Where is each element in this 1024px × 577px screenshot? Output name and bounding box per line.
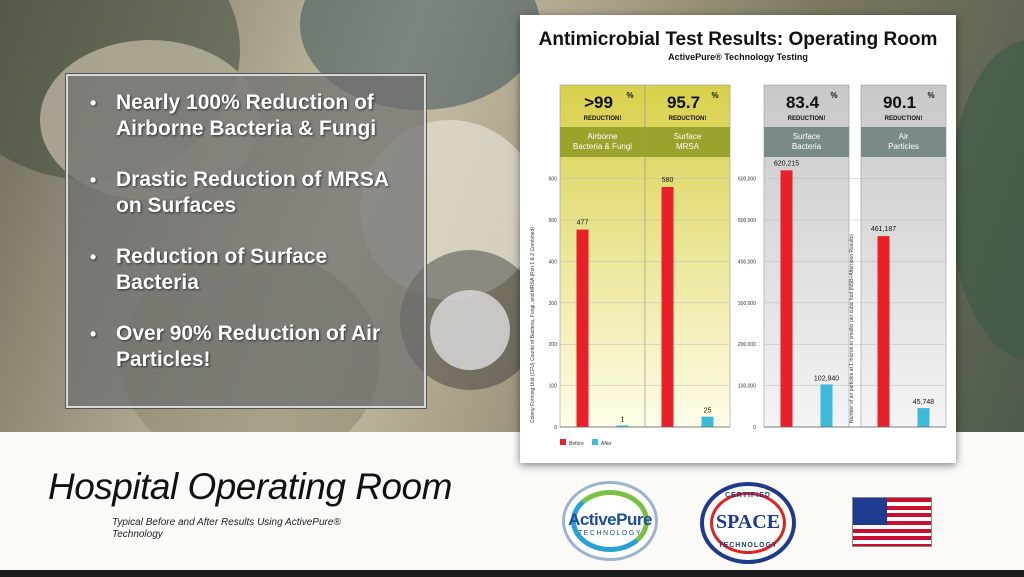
y-tick-label-left: 100 (549, 384, 558, 390)
y-tick-label-mid: 300,000 (738, 301, 756, 307)
bar-before (576, 229, 589, 427)
page-subtitle: Typical Before and After Results Using A… (112, 517, 341, 540)
bar-before (877, 236, 890, 427)
legend-label-before: Before (569, 441, 584, 447)
space-logo-tech: TECHNOLOGY (718, 542, 778, 549)
legend-swatch-before (560, 439, 566, 445)
bullet-item: • Nearly 100% Reduction of Airborne Bacte… (90, 91, 377, 140)
reduction-label: REDUCTION! (584, 116, 622, 122)
category-label: Airborne (587, 132, 618, 141)
y-tick-label-mid: 500,000 (738, 218, 756, 224)
category-label: Air (899, 132, 909, 141)
y-axis-label-right: Number of air particles at 1 micron or s… (849, 234, 855, 423)
reduction-percent: % (831, 91, 838, 100)
y-tick-label-left: 500 (549, 218, 558, 224)
y-tick-label-left: 300 (549, 301, 558, 307)
data-label-before: 620,215 (774, 160, 799, 167)
y-tick-label-mid: 400,000 (738, 259, 756, 265)
space-certified-logo: CERTIFIED SPACE TECHNOLOGY (700, 482, 796, 564)
bar-after (917, 408, 930, 427)
reduction-value: >99 (584, 93, 613, 112)
reduction-percent: % (627, 91, 634, 100)
bullet-item: • Reduction of Surface Bacteria (90, 245, 328, 294)
reduction-value: 95.7 (667, 93, 700, 112)
category-label: MRSA (676, 142, 700, 151)
chart-title: Antimicrobial Test Results: Operating Ro… (538, 29, 938, 50)
data-label-before: 580 (662, 177, 674, 184)
category-label: Particles (888, 142, 919, 151)
activepure-logo-subtext: TECHNOLOGY (577, 530, 642, 537)
bullet-item: • Over 90% Reduction of Air Particles! (90, 322, 381, 371)
y-tick-label-mid: 200,000 (738, 342, 756, 348)
page-title: Hospital Operating Room (48, 466, 452, 507)
reduction-value: 83.4 (786, 93, 820, 112)
chart-card: 0 100 200 300 400 500 600 0 100,000 200,000 300,00… (520, 15, 956, 463)
bar-before (780, 170, 793, 427)
data-label-after: 25 (704, 408, 712, 415)
category-header (861, 127, 946, 157)
legend-label-after: After (601, 441, 612, 447)
reduction-percent: % (712, 91, 719, 100)
category-label: Surface (674, 132, 702, 141)
category-label: Surface (793, 132, 821, 141)
data-label-before: 461,187 (871, 226, 896, 233)
legend-swatch-after (592, 439, 598, 445)
y-tick-label-mid: 600,000 (738, 177, 756, 183)
data-label-before: 477 (577, 220, 589, 227)
data-label-after: 45,748 (913, 399, 935, 406)
y-tick-label-left: 400 (549, 259, 558, 265)
data-label-after: 102,940 (814, 375, 839, 382)
bottom-strip (0, 570, 1024, 577)
category-label: Bacteria & Fungi (573, 142, 632, 151)
category-header (645, 127, 730, 157)
space-logo-certified: CERTIFIED (725, 492, 771, 499)
space-logo-name: SPACE (715, 511, 781, 533)
bar-after (616, 425, 629, 427)
bar-after (701, 416, 714, 427)
bar-after (820, 384, 833, 427)
bullet-panel: • Nearly 100% Reduction of Airborne Bacte… (66, 74, 426, 408)
reduction-label: REDUCTION! (669, 116, 707, 122)
y-tick-label-left: 200 (549, 342, 558, 348)
data-label-after: 1 (621, 417, 625, 424)
reduction-label: REDUCTION! (788, 116, 826, 122)
bullet-item: • Drastic Reduction of MRSA on Surfaces (90, 168, 389, 217)
category-label: Bacteria (792, 142, 822, 151)
chart-subtitle: ActivePure® Technology Testing (668, 52, 808, 62)
category-header (560, 127, 645, 157)
activepure-logo: ActivePure TECHNOLOGY (562, 481, 658, 561)
y-tick-label-left: 600 (549, 177, 558, 183)
us-flag-icon (852, 497, 932, 547)
activepure-logo-text: ActivePure (568, 510, 652, 529)
reduction-label: REDUCTION! (885, 116, 923, 122)
reduction-value: 90.1 (883, 93, 916, 112)
y-tick-label-mid: 0 (753, 425, 756, 431)
bar-before (661, 186, 674, 427)
y-tick-label-left: 0 (554, 425, 557, 431)
chart-svg: 0 100 200 300 400 500 600 0 100,000 200,000 300,00… (530, 84, 947, 447)
y-tick-label-mid: 100,000 (738, 384, 756, 390)
category-header (764, 127, 849, 157)
reduction-percent: % (928, 91, 935, 100)
y-axis-label-left: Colony Forming Unit (CFU) Counts of Bact… (530, 227, 536, 423)
